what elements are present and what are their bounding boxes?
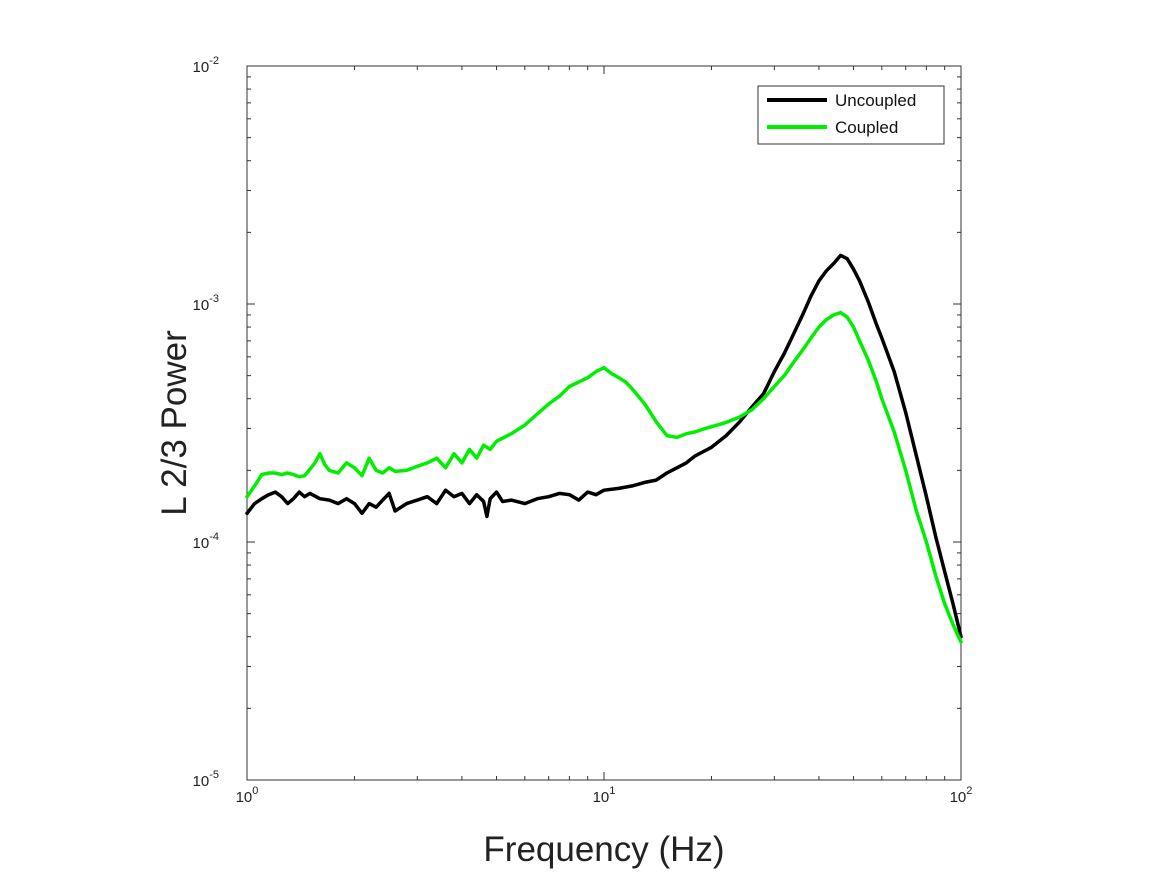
series-lines — [245, 253, 963, 644]
axis-ticks — [246, 65, 962, 781]
x-tick-label: 102 — [950, 785, 973, 806]
y-tick-label: 10-3 — [193, 293, 219, 314]
legend-label-coupled: Coupled — [835, 118, 898, 137]
series-line-uncoupled — [245, 253, 963, 639]
legend-box — [757, 85, 945, 145]
x-tick-label: 100 — [236, 785, 259, 806]
plot-area — [246, 65, 962, 781]
legend-label-uncoupled: Uncoupled — [835, 91, 916, 110]
axis-tick-labels: 100 101 102 10-5 10-4 10-3 10-2 — [193, 55, 973, 806]
legend: Uncoupled Coupled — [757, 85, 945, 145]
y-tick-label: 10-4 — [193, 531, 219, 552]
series-line-coupled — [245, 310, 963, 644]
y-tick-label: 10-5 — [193, 769, 219, 790]
x-axis-label: Frequency (Hz) — [483, 830, 724, 869]
y-tick-label: 10-2 — [193, 55, 219, 76]
x-tick-label: 101 — [593, 785, 616, 806]
y-axis-label: L 2/3 Power — [155, 330, 194, 516]
